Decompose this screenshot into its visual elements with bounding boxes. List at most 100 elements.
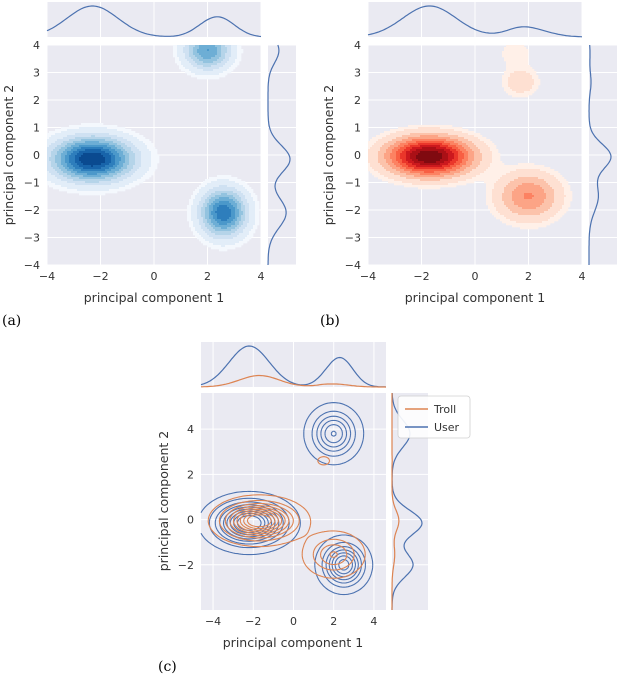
density-cell xyxy=(185,67,187,69)
density-cell xyxy=(213,45,215,47)
density-cell xyxy=(117,131,119,133)
density-cell xyxy=(215,75,217,77)
density-cell xyxy=(111,183,113,185)
density-cell xyxy=(103,131,105,133)
density-cell xyxy=(229,199,231,201)
density-cell xyxy=(217,247,219,249)
density-cell xyxy=(69,159,71,161)
density-cell xyxy=(506,77,508,79)
density-cell xyxy=(55,163,57,165)
density-cell xyxy=(239,225,241,227)
density-cell xyxy=(480,149,482,151)
density-cell xyxy=(219,239,221,241)
density-cell xyxy=(223,225,225,227)
density-cell xyxy=(251,201,253,203)
density-cell xyxy=(47,143,49,145)
density-cell xyxy=(442,161,444,163)
density-cell xyxy=(93,161,95,163)
density-cell xyxy=(135,139,137,141)
density-cell xyxy=(404,145,406,147)
density-cell xyxy=(438,131,440,133)
density-cell xyxy=(81,145,83,147)
density-cell xyxy=(59,143,61,145)
density-cell xyxy=(237,201,239,203)
density-cell xyxy=(402,157,404,159)
density-cell xyxy=(524,89,526,91)
density-cell xyxy=(253,205,255,207)
density-cell xyxy=(203,207,205,209)
density-cell xyxy=(235,205,237,207)
density-cell xyxy=(398,135,400,137)
density-cell xyxy=(117,187,119,189)
density-cell xyxy=(221,193,223,195)
density-cell xyxy=(235,219,237,221)
density-cell xyxy=(79,151,81,153)
density-cell xyxy=(470,143,472,145)
density-cell xyxy=(526,93,528,95)
density-cell xyxy=(380,143,382,145)
density-cell xyxy=(211,201,213,203)
density-cell xyxy=(57,155,59,157)
density-cell xyxy=(47,173,49,175)
density-cell xyxy=(466,161,468,163)
density-cell xyxy=(442,139,444,141)
density-cell xyxy=(231,227,233,229)
density-cell xyxy=(145,169,147,171)
density-cell xyxy=(203,49,205,51)
density-cell xyxy=(408,125,410,127)
density-cell xyxy=(205,217,207,219)
density-cell xyxy=(107,163,109,165)
density-cell xyxy=(221,197,223,199)
density-cell xyxy=(384,137,386,139)
density-cell xyxy=(69,143,71,145)
density-cell xyxy=(231,181,233,183)
density-cell xyxy=(241,223,243,225)
density-cell xyxy=(412,165,414,167)
density-cell xyxy=(109,171,111,173)
density-cell xyxy=(189,57,191,59)
density-cell xyxy=(197,191,199,193)
density-cell xyxy=(129,187,131,189)
density-cell xyxy=(243,217,245,219)
density-cell xyxy=(378,163,380,165)
density-cell xyxy=(117,173,119,175)
density-cell xyxy=(400,157,402,159)
density-cell xyxy=(193,197,195,199)
density-cell xyxy=(123,179,125,181)
density-cell xyxy=(446,139,448,141)
density-cell xyxy=(209,179,211,181)
density-cell xyxy=(227,199,229,201)
density-cell xyxy=(87,141,89,143)
density-cell xyxy=(219,51,221,53)
density-cell xyxy=(125,179,127,181)
density-cell xyxy=(201,193,203,195)
density-cell xyxy=(209,225,211,227)
density-cell xyxy=(201,53,203,55)
density-cell xyxy=(470,139,472,141)
density-cell xyxy=(512,55,514,57)
density-cell xyxy=(119,141,121,143)
density-cell xyxy=(474,153,476,155)
density-cell xyxy=(149,171,151,173)
density-cell xyxy=(89,177,91,179)
density-cell xyxy=(512,45,514,47)
density-cell xyxy=(133,139,135,141)
density-cell xyxy=(494,167,496,169)
density-cell xyxy=(217,213,219,215)
density-cell xyxy=(75,165,77,167)
density-cell xyxy=(251,227,253,229)
density-cell xyxy=(418,135,420,137)
density-cell xyxy=(115,175,117,177)
density-cell xyxy=(231,231,233,233)
density-cell xyxy=(444,165,446,167)
density-cell xyxy=(117,151,119,153)
density-cell xyxy=(235,51,237,53)
density-cell xyxy=(428,151,430,153)
density-cell xyxy=(79,139,81,141)
density-cell xyxy=(512,81,514,83)
density-cell xyxy=(460,153,462,155)
density-cell xyxy=(141,145,143,147)
density-cell xyxy=(215,207,217,209)
density-cell xyxy=(191,59,193,61)
